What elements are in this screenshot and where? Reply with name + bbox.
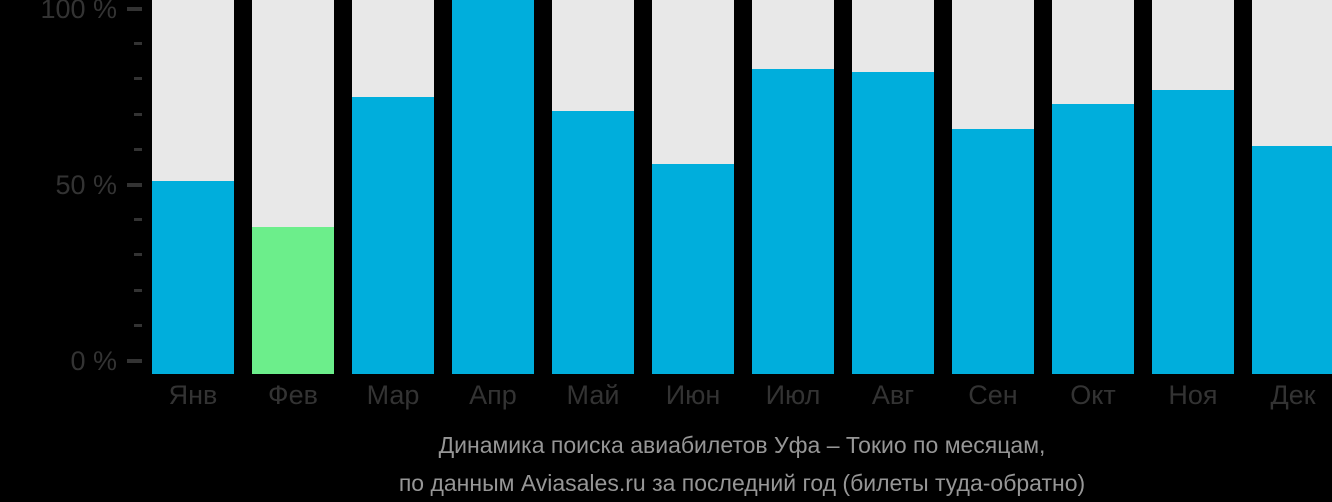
y-axis-minor-tick	[134, 218, 142, 221]
bar-track	[652, 0, 734, 374]
bar-fill	[252, 227, 334, 374]
bar-fill	[852, 72, 934, 374]
bar-fill	[452, 0, 534, 374]
bar-track	[352, 0, 434, 374]
x-axis-month-label: Мар	[366, 380, 420, 410]
x-axis-month-label: Сен	[968, 380, 1018, 410]
bar-fill	[1252, 146, 1332, 374]
bar-fill	[752, 69, 834, 374]
plot-area: 0 % 50 % 100 %	[40, 0, 1332, 376]
x-axis-month-label: Окт	[1070, 380, 1116, 410]
x-axis-month-label: Фев	[268, 380, 318, 410]
bar-track	[852, 0, 934, 374]
y-axis-major-tick	[127, 359, 142, 363]
bar-track	[252, 0, 334, 374]
bar-fill	[552, 111, 634, 374]
x-axis-month-label: Ноя	[1168, 380, 1218, 410]
x-axis-month-label: Апр	[469, 380, 517, 410]
y-axis-minor-tick	[134, 148, 142, 151]
x-axis-month-label: Дек	[1270, 380, 1316, 410]
chart-caption: Динамика поиска авиабилетов Уфа – Токио …	[152, 426, 1332, 502]
x-axis-month-label: Июн	[665, 380, 721, 410]
y-axis-minor-tick	[134, 42, 142, 45]
y-axis-major-tick	[127, 183, 142, 187]
bar-track	[1152, 0, 1234, 374]
x-axis-month-label: Июл	[765, 380, 821, 410]
bar-fill	[152, 181, 234, 374]
bar-fill	[1152, 90, 1234, 374]
bar-fill	[1052, 104, 1134, 374]
y-axis-minor-tick	[134, 289, 142, 292]
bar-fill	[652, 164, 734, 374]
chart-title: Динамика поиска авиабилетов Уфа – Токио …	[438, 432, 1046, 458]
bar-track	[1052, 0, 1134, 374]
y-axis-minor-tick	[134, 324, 142, 327]
bar-track	[452, 0, 534, 374]
bar-track	[152, 0, 234, 374]
bar-fill	[352, 97, 434, 374]
y-axis-tick-label: 50 %	[55, 170, 117, 200]
x-axis-month-label: Авг	[871, 380, 915, 410]
y-axis-tick-label: 0 %	[70, 346, 117, 376]
y-axis-tick-label: 100 %	[40, 0, 117, 24]
chart-subtitle: по данным Aviasales.ru за последний год …	[398, 470, 1086, 496]
bar-track	[552, 0, 634, 374]
bar-track	[952, 0, 1034, 374]
y-axis-minor-tick	[134, 113, 142, 116]
x-axis-month-label: Янв	[168, 380, 218, 410]
y-axis-major-tick	[127, 7, 142, 11]
y-axis-minor-tick	[134, 253, 142, 256]
bar-fill	[952, 129, 1034, 374]
x-axis-month-label: Май	[566, 380, 620, 410]
bar-track	[752, 0, 834, 374]
bar-track	[1252, 0, 1332, 374]
y-axis-minor-tick	[134, 77, 142, 80]
